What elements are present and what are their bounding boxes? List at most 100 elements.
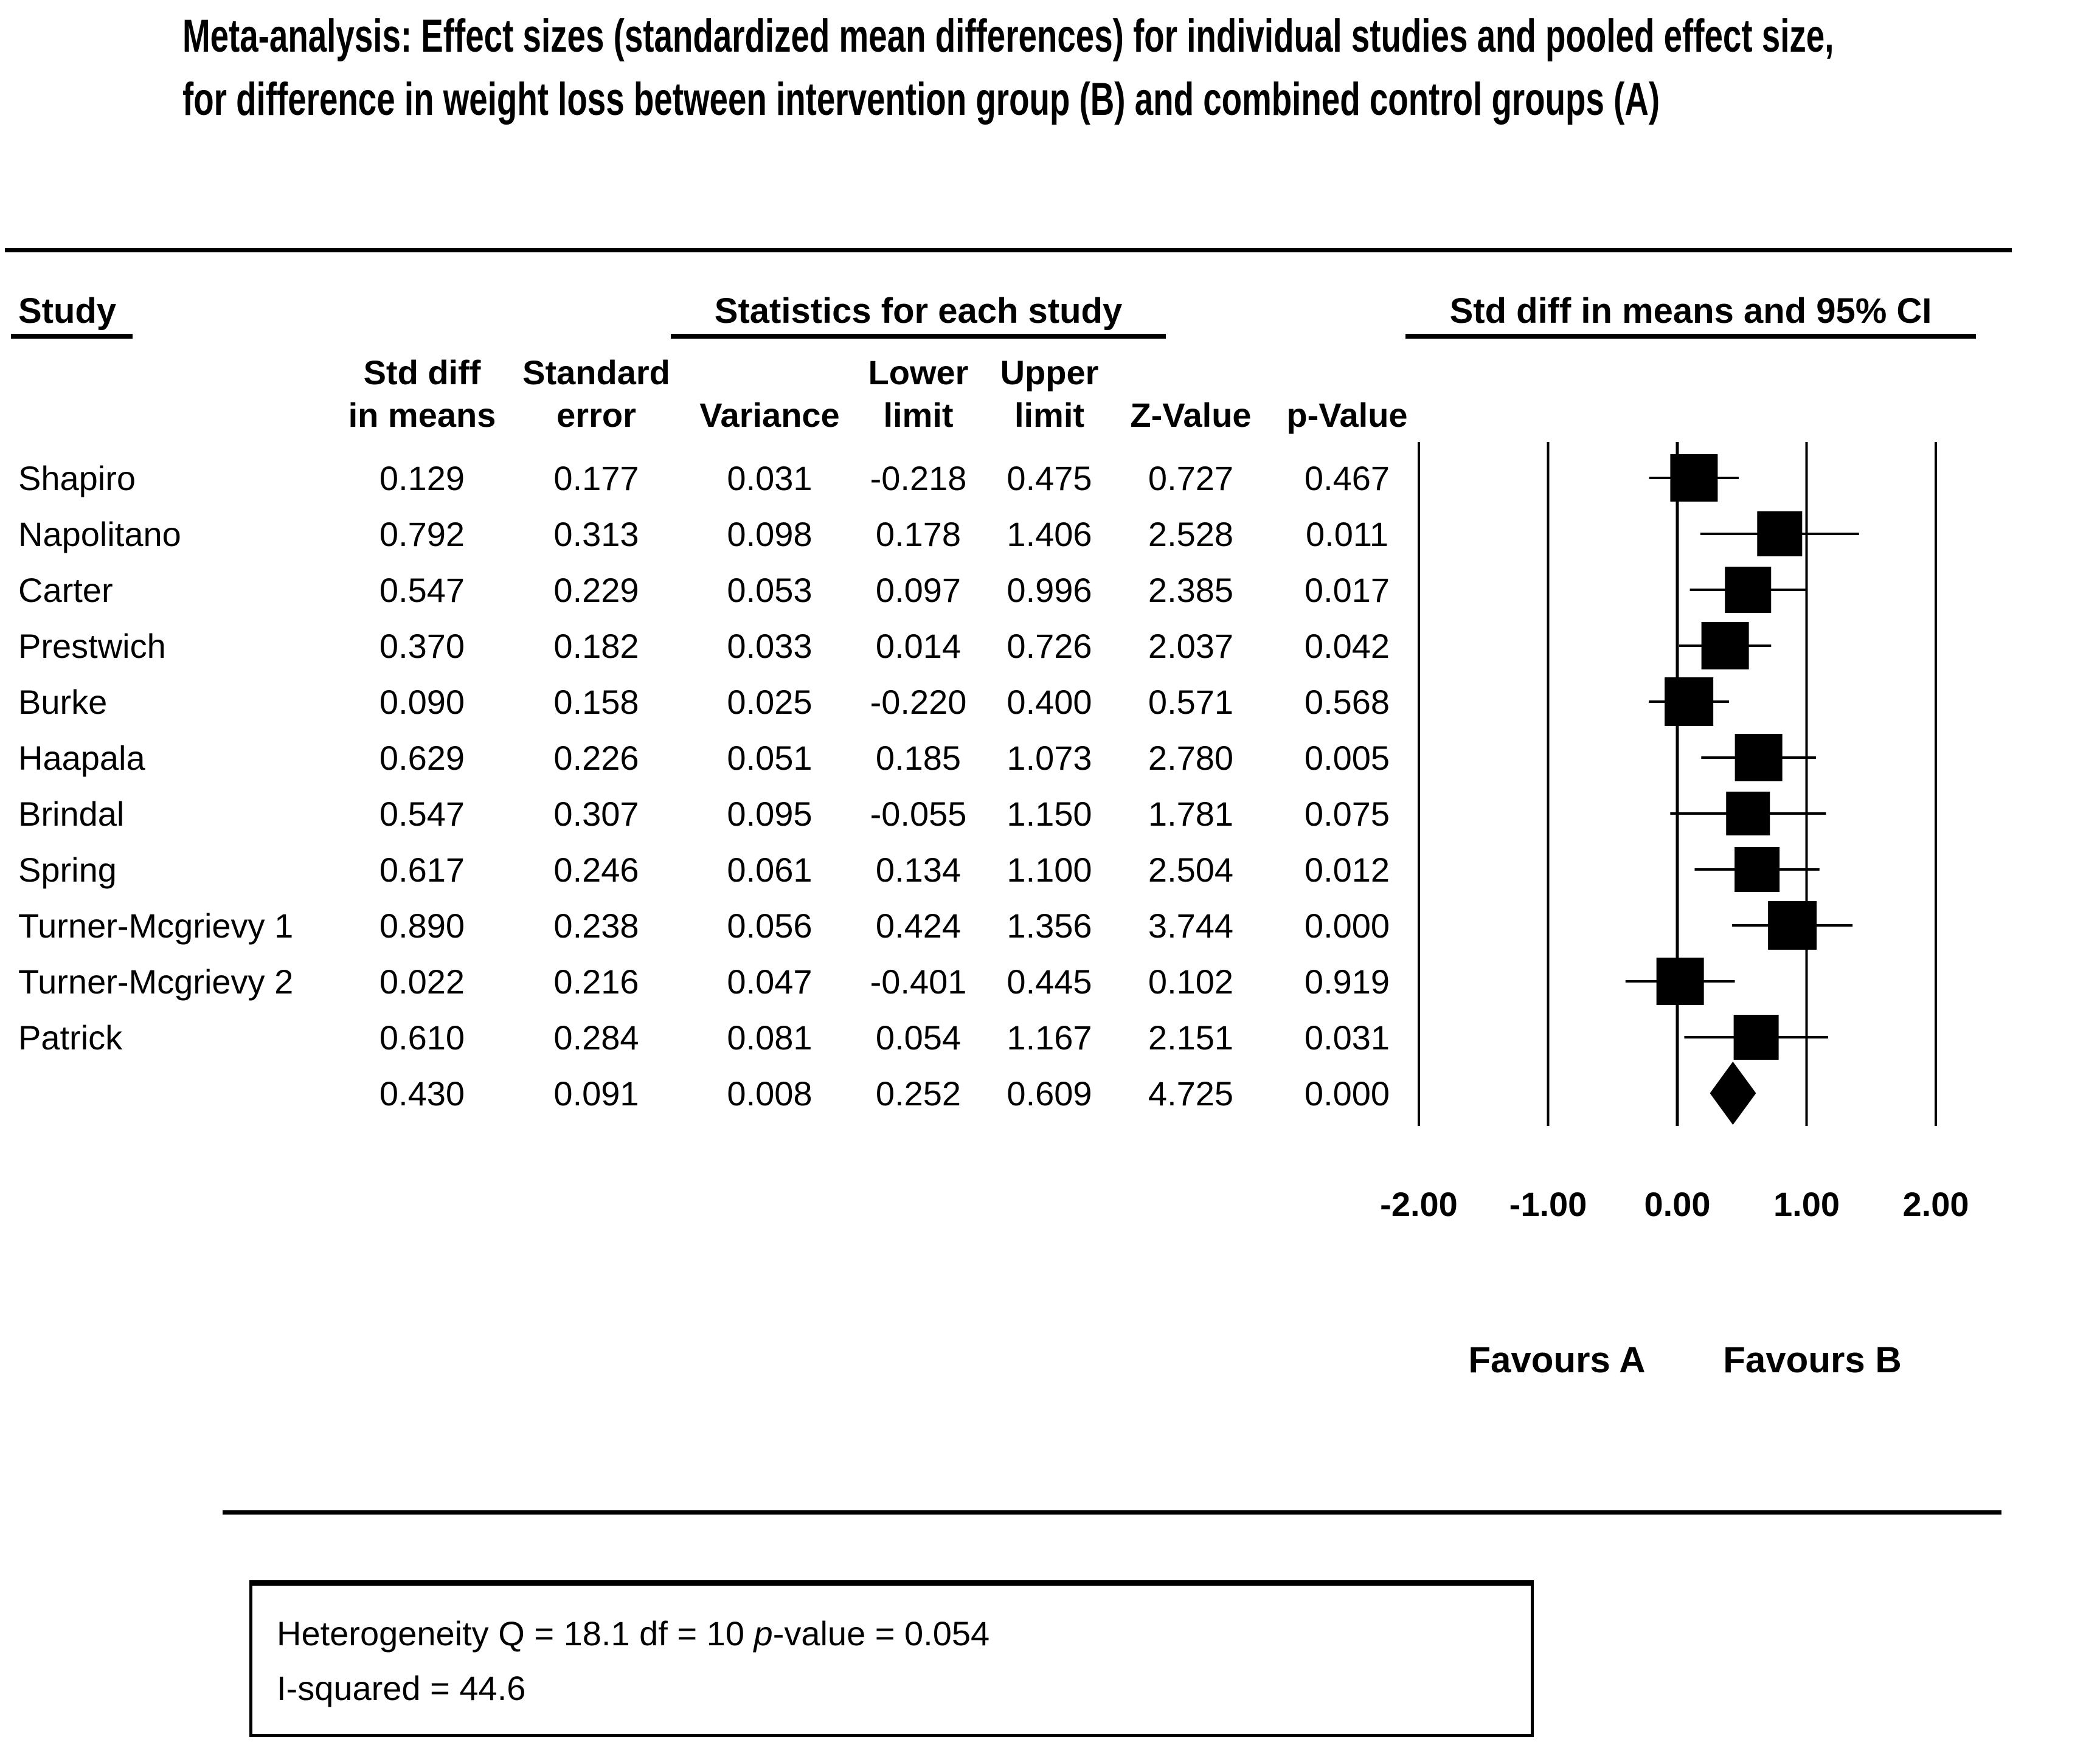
table-row: Carter 0.547 0.229 0.053 0.097 0.996 2.385 0.01…	[0, 562, 1429, 618]
cell-standard-error: 0.216	[553, 962, 639, 1001]
cell-upper-limit: 0.445	[1007, 962, 1092, 1001]
heterogeneity-line2: I-squared = 44.6	[277, 1669, 526, 1707]
column-group-plot: Std diff in means and 95% CI	[1449, 291, 1932, 331]
column-header: Z-Value	[1130, 396, 1252, 434]
cell-lower-limit: 0.424	[875, 906, 962, 945]
cell-standard-error: 0.091	[553, 1074, 639, 1113]
column-headers: Std diff in means Standard error Variance Low…	[0, 351, 1429, 437]
table-row: Haapala 0.629 0.226 0.051 0.185 1.073 2.780 0.0…	[0, 730, 1429, 786]
effect-size-marker	[1768, 901, 1817, 950]
cell-variance: 0.047	[727, 962, 813, 1001]
table-row: Brindal 0.547 0.307 0.095 -0.055 1.150 1.781 0.…	[0, 786, 1429, 841]
cell-std-diff: 0.090	[379, 682, 465, 721]
cell-p-value: 0.017	[1304, 570, 1390, 609]
cell-variance: 0.025	[727, 682, 813, 721]
cell-std-diff: 0.610	[379, 1018, 465, 1057]
cell-upper-limit: 1.167	[1007, 1018, 1092, 1057]
cell-std-diff: 0.022	[379, 962, 465, 1001]
cell-upper-limit: 1.100	[1007, 850, 1092, 889]
effect-size-marker	[1757, 511, 1803, 556]
effect-size-marker	[1656, 958, 1704, 1005]
column-header: Std diff in means	[348, 353, 496, 434]
cell-z-value: 3.744	[1148, 906, 1234, 945]
table-body: Shapiro 0.129 0.177 0.031 -0.218 0.475 0.727 0.…	[0, 450, 1429, 1121]
cell-z-value: 0.571	[1148, 682, 1234, 721]
cell-standard-error: 0.177	[553, 458, 639, 497]
cell-std-diff: 0.792	[379, 514, 465, 553]
table-row: 0.430 0.091 0.008 0.252 0.609 4.725 0.000	[0, 1065, 1429, 1121]
cell-p-value: 0.467	[1304, 458, 1390, 497]
cell-variance: 0.056	[727, 906, 813, 945]
cell-upper-limit: 1.150	[1007, 794, 1092, 833]
x-tick-label: -1.00	[1509, 1185, 1587, 1223]
x-tick-label: 2.00	[1902, 1185, 1969, 1223]
cell-study: Prestwich	[18, 626, 166, 665]
column-group-study: Study	[18, 291, 117, 331]
cell-lower-limit: 0.178	[875, 514, 962, 553]
table-row: Patrick 0.610 0.284 0.081 0.054 1.167 2.151 0.0…	[0, 1009, 1429, 1065]
x-tick-label: -2.00	[1380, 1185, 1458, 1223]
cell-p-value: 0.042	[1304, 626, 1390, 665]
cell-study: Shapiro	[18, 458, 136, 497]
cell-upper-limit: 0.400	[1007, 682, 1092, 721]
column-header: Upper limit	[1000, 353, 1099, 434]
effect-size-marker	[1701, 622, 1749, 669]
cell-study: Brindal	[18, 794, 125, 833]
cell-p-value: 0.012	[1304, 850, 1390, 889]
cell-p-value: 0.031	[1304, 1018, 1390, 1057]
cell-z-value: 2.780	[1148, 738, 1234, 777]
column-group-stats: Statistics for each study	[714, 291, 1123, 331]
column-header: Lower limit	[868, 353, 969, 434]
pooled-effect-diamond	[1710, 1062, 1756, 1125]
cell-variance: 0.061	[727, 850, 813, 889]
cell-standard-error: 0.229	[553, 570, 639, 609]
stats-header-underline	[671, 334, 1166, 339]
cell-study: Napolitano	[18, 514, 181, 553]
cell-upper-limit: 1.406	[1007, 514, 1092, 553]
cell-p-value: 0.919	[1304, 962, 1390, 1001]
cell-z-value: 2.504	[1148, 850, 1234, 889]
plot-header-underline	[1405, 334, 1976, 339]
cell-study: Turner-Mcgrievy 1	[18, 906, 294, 945]
p-italic: p	[754, 1614, 773, 1653]
cell-study: Haapala	[18, 738, 145, 777]
cell-std-diff: 0.547	[379, 794, 465, 833]
effect-size-marker	[1670, 454, 1718, 502]
cell-upper-limit: 0.726	[1007, 626, 1092, 665]
cell-standard-error: 0.246	[553, 850, 639, 889]
cell-std-diff: 0.629	[379, 738, 465, 777]
cell-lower-limit: 0.134	[875, 850, 962, 889]
cell-study: Burke	[18, 682, 108, 721]
cell-z-value: 4.725	[1148, 1074, 1234, 1113]
cell-p-value: 0.011	[1306, 514, 1388, 553]
study-header-underline	[11, 334, 133, 339]
cell-z-value: 1.781	[1148, 794, 1234, 833]
cell-lower-limit: 0.097	[875, 570, 962, 609]
table-row: Spring 0.617 0.246 0.061 0.134 1.100 2.504 0.01…	[0, 841, 1429, 897]
cell-standard-error: 0.158	[553, 682, 639, 721]
effect-size-marker	[1725, 567, 1772, 613]
cell-std-diff: 0.430	[379, 1074, 465, 1113]
cell-upper-limit: 0.996	[1007, 570, 1092, 609]
cell-lower-limit: -0.220	[870, 682, 967, 721]
figure-title: Meta-analysis: Effect sizes (standardize…	[182, 5, 2100, 131]
heterogeneity-line1: Heterogeneity Q = 18.1 df = 10 p-value =…	[277, 1606, 1531, 1661]
table-row: Shapiro 0.129 0.177 0.031 -0.218 0.475 0.727 0.…	[0, 450, 1429, 506]
cell-lower-limit: -0.401	[870, 962, 967, 1001]
cell-lower-limit: -0.055	[870, 794, 967, 833]
cell-upper-limit: 0.475	[1007, 458, 1092, 497]
cell-lower-limit: 0.014	[875, 626, 962, 665]
cell-p-value: 0.568	[1304, 682, 1390, 721]
cell-lower-limit: 0.252	[875, 1074, 962, 1113]
x-tick-label: 0.00	[1644, 1185, 1711, 1223]
table-row: Turner-Mcgrievy 2 0.022 0.216 0.047 -0.401 0.…	[0, 953, 1429, 1009]
cell-std-diff: 0.617	[379, 850, 465, 889]
cell-upper-limit: 1.356	[1007, 906, 1092, 945]
cell-z-value: 0.102	[1148, 962, 1234, 1001]
heterogeneity-text: Heterogeneity Q = 18.1 df = 10	[277, 1614, 754, 1653]
cell-variance: 0.033	[727, 626, 813, 665]
cell-z-value: 2.151	[1148, 1018, 1234, 1057]
cell-lower-limit: 0.185	[875, 738, 962, 777]
cell-variance: 0.095	[727, 794, 813, 833]
